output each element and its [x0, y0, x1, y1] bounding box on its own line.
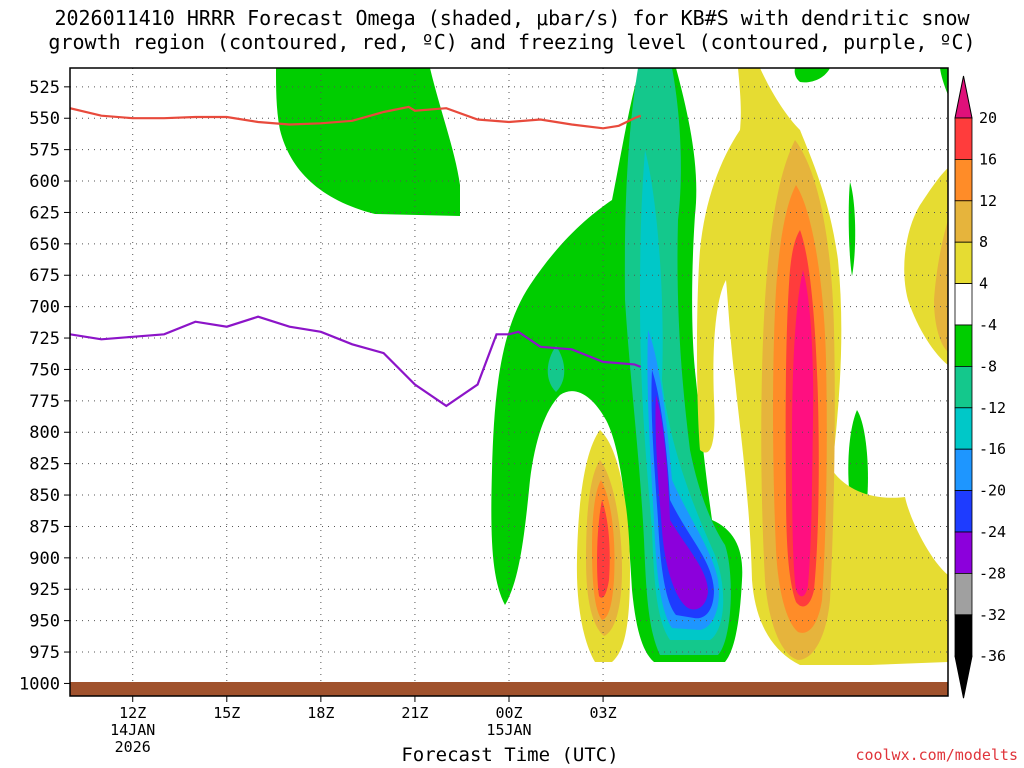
y-tick-label: 825	[29, 455, 60, 475]
y-tick-label: 525	[29, 78, 60, 98]
colorbar-swatch	[954, 200, 973, 243]
y-tick-label: 850	[29, 486, 60, 506]
colorbar-label: -24	[979, 523, 1006, 541]
colorbar-swatch	[954, 531, 973, 574]
colorbar-swatch	[954, 324, 973, 367]
y-tick-label: 650	[29, 235, 60, 255]
x-tick-label: 00Z	[495, 704, 522, 722]
credit-link[interactable]: coolwx.com/modelts	[855, 746, 1018, 764]
y-tick-label: 950	[29, 612, 60, 632]
colorbar-swatch	[954, 573, 973, 616]
colorbar-swatch	[954, 158, 973, 202]
colorbar-label: 4	[979, 275, 988, 293]
colorbar-swatch	[954, 365, 973, 409]
chart-title: 2026011410 HRRR Forecast Omega (shaded, …	[0, 6, 1024, 54]
colorbar-label: -4	[979, 316, 997, 334]
y-tick-label: 550	[29, 109, 60, 129]
colorbar-swatch	[954, 407, 973, 450]
dendritic-growth-contour	[70, 105, 642, 130]
colorbar-top-arrow	[954, 75, 973, 119]
y-tick-label: 975	[29, 643, 60, 663]
colorbar-label: -8	[979, 357, 997, 375]
colorbar-swatch	[954, 117, 973, 160]
y-tick-label: 875	[29, 517, 60, 537]
y-tick-label: 800	[29, 423, 60, 443]
omega-shading	[276, 68, 948, 665]
colorbar-label: -16	[979, 440, 1006, 458]
colorbar: 20 16 12 8 4 -4 -8 -12 -16 -20 -24 -28 -32 -36	[954, 75, 1006, 699]
colorbar-label: 16	[979, 150, 997, 168]
y-tick-label: 700	[29, 298, 60, 318]
title-line-1: 2026011410 HRRR Forecast Omega (shaded, …	[54, 6, 970, 30]
y-tick-label: 675	[29, 266, 60, 286]
colorbar-label: 12	[979, 192, 997, 210]
colorbar-swatch	[954, 241, 973, 284]
y-tick-label: 925	[29, 580, 60, 600]
colorbar-swatch	[954, 490, 973, 533]
contour-lines	[70, 105, 642, 408]
colorbar-label: -28	[979, 564, 1006, 582]
y-tick-label: 625	[29, 203, 60, 223]
title-line-2: growth region (contoured, red, ºC) and f…	[48, 30, 976, 54]
x-tick-label: 12Z	[119, 704, 146, 722]
x-tick-label: 21Z	[401, 704, 428, 722]
y-tick-label: 900	[29, 549, 60, 569]
y-tick-label: 600	[29, 172, 60, 192]
x-tick-label: 15Z	[213, 704, 240, 722]
colorbar-label: 8	[979, 233, 988, 251]
x-axis-label: Forecast Time (UTC)	[401, 744, 619, 766]
colorbar-swatch	[954, 448, 973, 492]
colorbar-label: -20	[979, 482, 1006, 500]
colorbar-label: -36	[979, 647, 1006, 665]
y-tick-label: 1000	[19, 674, 60, 694]
x-tick-date: 14JAN	[110, 721, 155, 739]
x-tick-label: 18Z	[307, 704, 334, 722]
y-tick-label: 575	[29, 141, 60, 161]
ground-band	[70, 682, 948, 696]
colorbar-label: -12	[979, 399, 1006, 417]
x-tick-year: 2026	[115, 738, 151, 756]
colorbar-swatch	[954, 614, 973, 657]
y-tick-label: 725	[29, 329, 60, 349]
freezing-level-contour	[70, 315, 642, 408]
y-axis: 525 550 575 600 625 650 675 700 725 750 775 800 825 8…	[19, 78, 70, 694]
colorbar-bottom-arrow	[954, 655, 973, 699]
colorbar-label: -32	[979, 606, 1006, 624]
x-tick-date: 15JAN	[486, 721, 531, 739]
y-tick-label: 750	[29, 360, 60, 380]
x-tick-label: 03Z	[590, 704, 617, 722]
colorbar-swatch	[954, 283, 973, 326]
colorbar-label: 20	[979, 109, 997, 127]
y-tick-label: 775	[29, 392, 60, 412]
